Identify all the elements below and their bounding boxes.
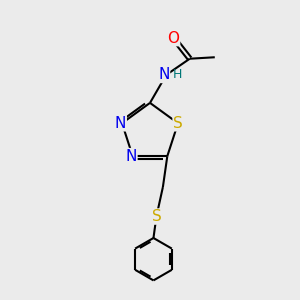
Text: O: O xyxy=(168,31,180,46)
Text: H: H xyxy=(173,68,182,81)
Text: N: N xyxy=(125,149,137,164)
Text: N: N xyxy=(115,116,126,131)
Text: N: N xyxy=(158,68,169,82)
Text: S: S xyxy=(152,209,161,224)
Text: S: S xyxy=(173,116,183,131)
